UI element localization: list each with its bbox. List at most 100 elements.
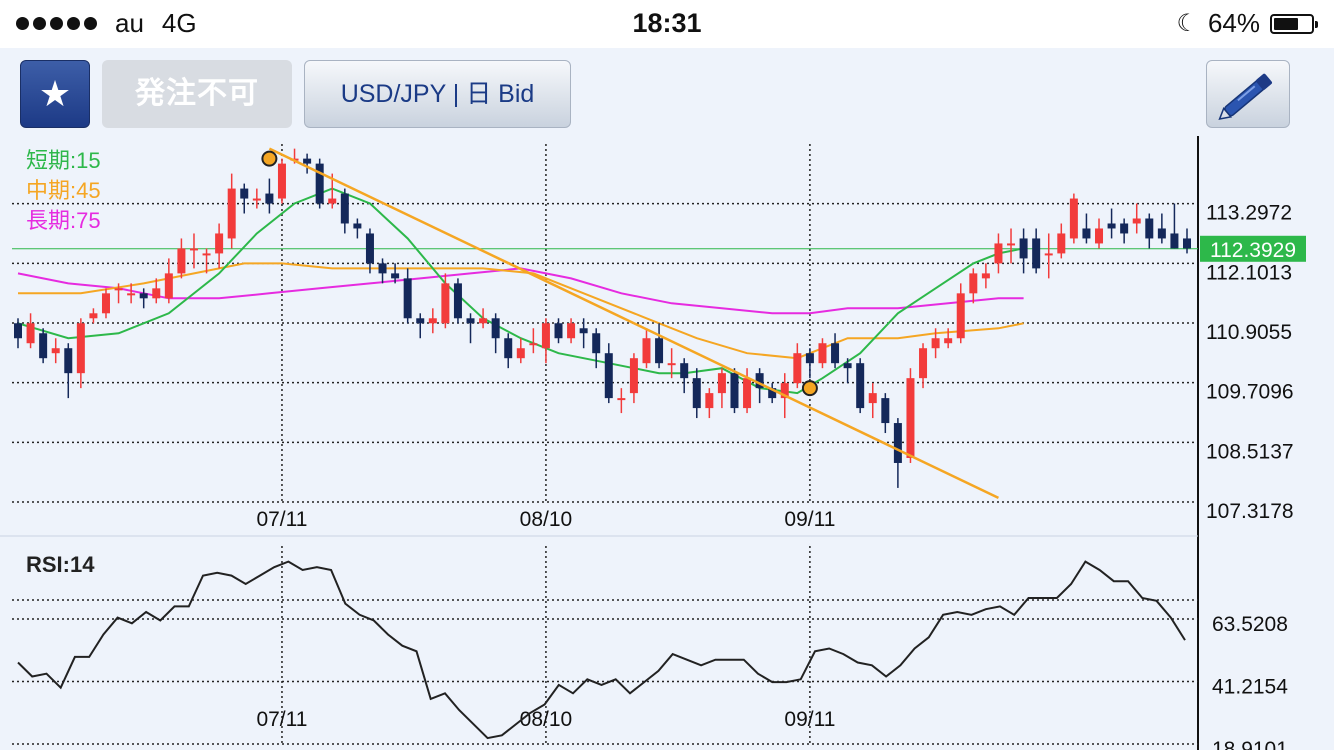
candle-body [868,393,877,404]
favorite-button[interactable]: ★ [20,60,90,128]
battery-icon [1270,13,1318,34]
candle [177,238,186,279]
candle-body [453,283,462,319]
candle-body [340,193,349,224]
candle [139,288,148,309]
candle-body [617,398,626,401]
rsi-date-label: 07/11 [256,708,307,731]
candle [743,368,752,414]
candle [479,308,488,329]
candle-body [353,223,362,229]
candle [919,343,928,389]
chart-area[interactable]: 113.2972 112.1013 110.9055 109.7096 108.5137… [0,136,1334,750]
candle-body [692,378,701,409]
candle-body [906,378,915,458]
candle-body [655,338,664,364]
candle-body [365,233,374,264]
candle [981,263,990,289]
drawn-trendline[interactable] [261,147,999,500]
candle [114,283,123,304]
date-tick-label: 07/11 [256,508,307,531]
candle-body [705,393,714,409]
candle-body [667,363,676,366]
candle [906,368,915,463]
candle [391,263,400,284]
candle-body [956,293,965,339]
rsi-tick-label: 41.2154 [1212,675,1288,698]
order-button[interactable]: 発注不可 [102,60,292,128]
candle [642,328,651,369]
trendline-handle [801,380,818,397]
candle-body [893,423,902,463]
candle-body [629,358,638,394]
candle [26,313,35,349]
candle [541,318,550,364]
candle [504,333,513,369]
candle-body [101,293,110,314]
candle [441,273,450,329]
candle [51,338,60,364]
candle-body [881,398,890,424]
price-tick-label: 107.3178 [1206,500,1294,523]
candle-body [1007,243,1016,246]
candle-body [516,348,525,359]
candle [365,228,374,274]
candle [14,318,22,349]
candle [416,313,425,339]
currency-pair-button[interactable]: USD/JPY | 日 Bid [304,60,571,128]
candle-body [579,328,588,334]
candle-body [14,323,22,339]
candle [1107,208,1116,239]
candle-body [944,338,953,344]
toolbar: ★ 発注不可 USD/JPY | 日 Bid [0,48,1334,136]
candle-body [1095,228,1104,244]
trendline-handle [261,150,278,167]
draw-tool-button[interactable] [1206,60,1290,128]
current-price-badge [1200,235,1306,262]
candle-body [529,343,538,346]
chart-grid [0,136,1199,750]
candle [1044,233,1053,279]
ma-legend-label: 長期:75 [26,208,101,233]
ma-long-line [17,267,1024,315]
candle-body [315,163,324,204]
date-tick-label: 08/10 [520,508,573,531]
candle-body [856,363,865,409]
candle-body [1057,233,1066,254]
do-not-disturb-moon-icon: ☾ [1176,10,1198,37]
price-tick-label: 108.5137 [1206,440,1294,463]
candle-body [1183,238,1191,249]
candle-body [202,253,211,256]
candle-body [403,278,412,319]
candle [64,343,73,399]
candle [403,268,412,324]
rsi-date-label: 08/10 [520,708,573,731]
candle [240,183,249,214]
candle [39,328,48,364]
candle-body [831,343,840,364]
candle [215,223,224,269]
candle [755,368,764,404]
candle-body [592,333,601,354]
battery-percent: 64% [1207,8,1260,38]
rsi-tick-label: 18.9101 [1212,738,1288,750]
candlestick-series [14,148,1191,488]
candle [1157,213,1166,244]
carrier-label: au [115,8,144,38]
battery-level [1274,17,1299,30]
candle [604,343,613,404]
candle-body [1019,238,1028,259]
candle [868,383,877,419]
candle-body [215,233,224,254]
candle [227,173,236,249]
candle [680,358,689,394]
candle-body [303,158,312,164]
candle [164,258,173,304]
candle-body [240,188,249,199]
candle [944,328,953,349]
candle-body [642,338,651,364]
candle [667,348,676,379]
candle-body [76,323,85,374]
candle-body [805,353,814,364]
candle [76,318,85,389]
